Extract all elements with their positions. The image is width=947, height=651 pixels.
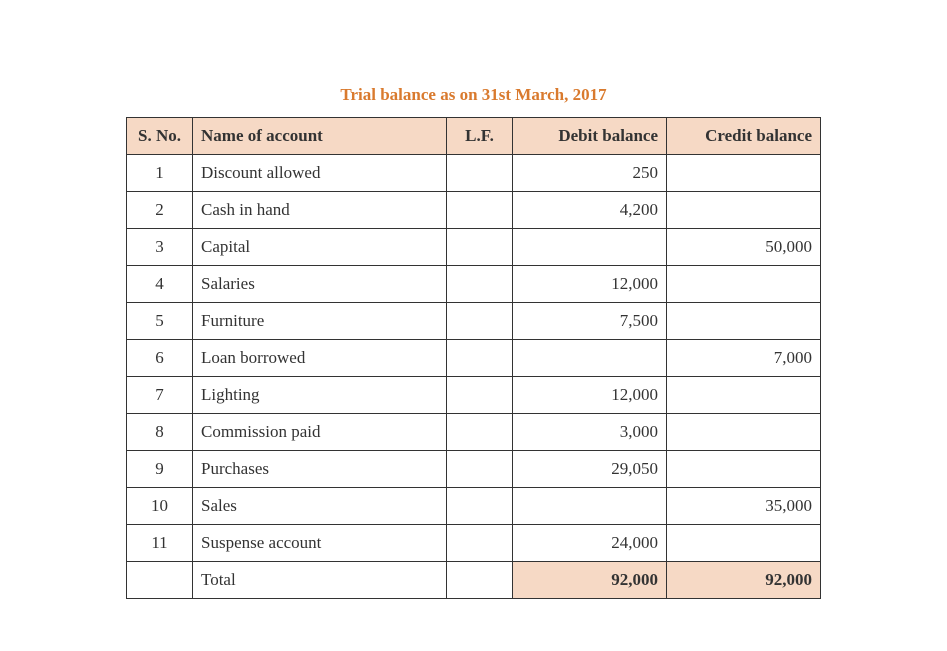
cell-sno: 7 [127, 377, 193, 414]
cell-sno: 6 [127, 340, 193, 377]
cell-sno: 4 [127, 266, 193, 303]
cell-credit [667, 451, 821, 488]
table-header-row: S. No. Name of account L.F. Debit balanc… [127, 118, 821, 155]
page-container: Trial balance as on 31st March, 2017 S. … [0, 0, 947, 599]
cell-credit [667, 192, 821, 229]
cell-credit [667, 303, 821, 340]
cell-lf [447, 266, 513, 303]
cell-debit [513, 488, 667, 525]
cell-name: Commission paid [193, 414, 447, 451]
cell-sno: 3 [127, 229, 193, 266]
table-row: 1 Discount allowed 250 [127, 155, 821, 192]
cell-total-lf [447, 562, 513, 599]
table-row: 10 Sales 35,000 [127, 488, 821, 525]
table-row: 7 Lighting 12,000 [127, 377, 821, 414]
table-row: 2 Cash in hand 4,200 [127, 192, 821, 229]
table-row: 11 Suspense account 24,000 [127, 525, 821, 562]
cell-name: Cash in hand [193, 192, 447, 229]
cell-debit: 7,500 [513, 303, 667, 340]
cell-credit [667, 377, 821, 414]
table-row: 9 Purchases 29,050 [127, 451, 821, 488]
cell-name: Discount allowed [193, 155, 447, 192]
table-row: 5 Furniture 7,500 [127, 303, 821, 340]
cell-debit: 3,000 [513, 414, 667, 451]
cell-name: Furniture [193, 303, 447, 340]
cell-credit: 50,000 [667, 229, 821, 266]
cell-lf [447, 155, 513, 192]
cell-lf [447, 340, 513, 377]
cell-name: Purchases [193, 451, 447, 488]
cell-name: Loan borrowed [193, 340, 447, 377]
cell-sno: 10 [127, 488, 193, 525]
cell-sno: 11 [127, 525, 193, 562]
cell-debit: 12,000 [513, 377, 667, 414]
trial-balance-table: S. No. Name of account L.F. Debit balanc… [126, 117, 821, 599]
cell-lf [447, 451, 513, 488]
col-header-name: Name of account [193, 118, 447, 155]
cell-name: Sales [193, 488, 447, 525]
page-title: Trial balance as on 31st March, 2017 [340, 85, 606, 105]
cell-name: Salaries [193, 266, 447, 303]
cell-sno: 2 [127, 192, 193, 229]
cell-credit [667, 414, 821, 451]
cell-lf [447, 525, 513, 562]
cell-lf [447, 414, 513, 451]
cell-sno: 5 [127, 303, 193, 340]
col-header-lf: L.F. [447, 118, 513, 155]
table-row: 8 Commission paid 3,000 [127, 414, 821, 451]
cell-debit [513, 340, 667, 377]
table-row: 6 Loan borrowed 7,000 [127, 340, 821, 377]
table-body: 1 Discount allowed 250 2 Cash in hand 4,… [127, 155, 821, 599]
cell-total-credit: 92,000 [667, 562, 821, 599]
cell-credit [667, 266, 821, 303]
cell-lf [447, 192, 513, 229]
cell-name: Suspense account [193, 525, 447, 562]
cell-debit [513, 229, 667, 266]
cell-debit: 24,000 [513, 525, 667, 562]
cell-lf [447, 229, 513, 266]
col-header-debit: Debit balance [513, 118, 667, 155]
col-header-sno: S. No. [127, 118, 193, 155]
cell-lf [447, 377, 513, 414]
cell-name: Lighting [193, 377, 447, 414]
table-row: 4 Salaries 12,000 [127, 266, 821, 303]
cell-debit: 29,050 [513, 451, 667, 488]
cell-lf [447, 303, 513, 340]
table-row: 3 Capital 50,000 [127, 229, 821, 266]
cell-sno: 1 [127, 155, 193, 192]
cell-sno: 8 [127, 414, 193, 451]
cell-credit [667, 155, 821, 192]
cell-total-name: Total [193, 562, 447, 599]
cell-sno: 9 [127, 451, 193, 488]
cell-debit: 12,000 [513, 266, 667, 303]
cell-total-debit: 92,000 [513, 562, 667, 599]
cell-credit: 7,000 [667, 340, 821, 377]
cell-debit: 250 [513, 155, 667, 192]
cell-credit: 35,000 [667, 488, 821, 525]
cell-lf [447, 488, 513, 525]
table-total-row: Total 92,000 92,000 [127, 562, 821, 599]
cell-credit [667, 525, 821, 562]
cell-name: Capital [193, 229, 447, 266]
cell-total-sno [127, 562, 193, 599]
col-header-credit: Credit balance [667, 118, 821, 155]
cell-debit: 4,200 [513, 192, 667, 229]
